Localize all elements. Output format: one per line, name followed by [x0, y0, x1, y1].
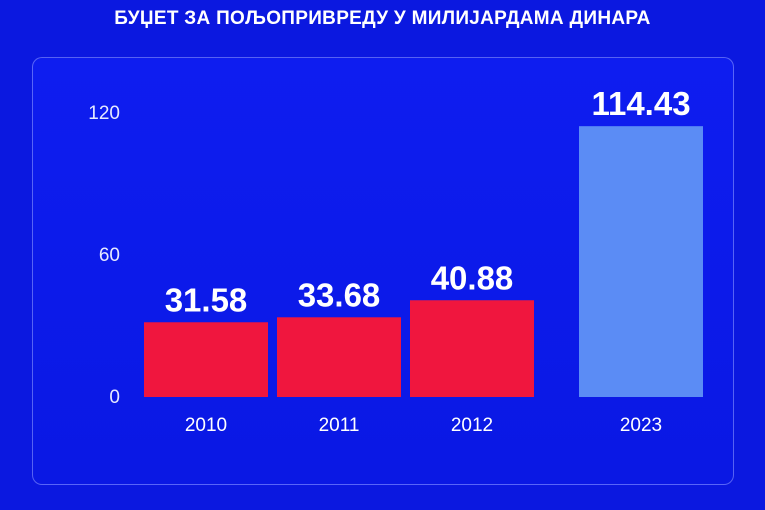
bar-2010: [144, 322, 268, 397]
data-label-2010: 31.58: [165, 281, 248, 318]
y-axis: 0 60 120: [88, 103, 120, 408]
x-tick-label-2023: 2023: [620, 415, 662, 436]
data-label-2012: 40.88: [431, 259, 514, 296]
data-labels: 31.58 33.68 40.88 114.43: [165, 85, 691, 318]
x-tick-label-2011: 2011: [319, 415, 360, 436]
x-tick-label-2010: 2010: [185, 415, 227, 436]
x-tick-label-2012: 2012: [451, 415, 493, 436]
y-tick-label: 60: [99, 245, 120, 266]
bar-2012: [410, 300, 534, 397]
bar-2011: [277, 317, 401, 397]
data-label-2011: 33.68: [298, 276, 381, 313]
chart-title: БУЏЕТ ЗА ПОЉОПРИВРЕДУ У МИЛИЈАРДАМА ДИНА…: [114, 8, 651, 29]
data-label-2023: 114.43: [591, 85, 690, 122]
bars-group: [144, 126, 703, 397]
y-tick-label: 120: [88, 103, 120, 124]
bar-2023: [579, 126, 703, 397]
x-axis: 2010 2011 2012 2023: [185, 415, 662, 436]
y-tick-label: 0: [109, 387, 120, 408]
